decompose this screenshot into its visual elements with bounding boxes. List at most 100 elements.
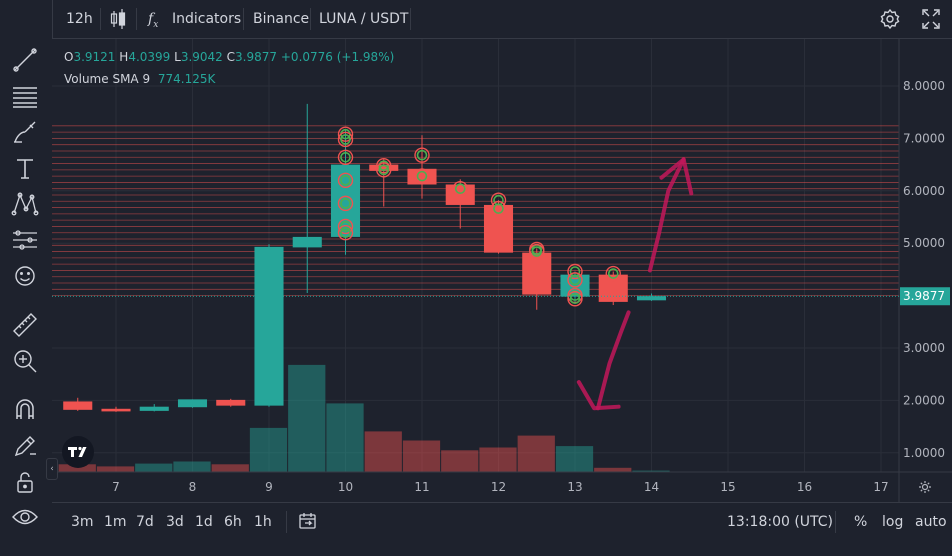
volume-sma-value: 774.125K (157, 72, 216, 86)
candle-body (254, 246, 284, 406)
price-tick-label: 1.0000 (903, 446, 945, 460)
time-tick-label: 16 (797, 480, 812, 494)
candles-icon[interactable] (108, 0, 128, 38)
signal-marker-inner (340, 198, 351, 209)
range-1d-button[interactable]: 1d (195, 514, 213, 530)
range-6h-button[interactable]: 6h (224, 514, 242, 530)
collapse-toolbar-button[interactable]: ‹ (46, 458, 58, 480)
signal-markers (337, 126, 621, 307)
exchange-label[interactable]: Binance (253, 11, 310, 27)
price-tick-label: 7.0000 (903, 131, 945, 145)
signal-marker-inner (340, 221, 351, 232)
price-chart[interactable]: 8.0000 7.0000 6.0000 5.0000 3.0000 2.0000 1.00… (52, 39, 952, 502)
text-tool-icon[interactable] (10, 153, 40, 183)
ohlc-legend: O3.9121 H4.0399 L3.9042 C3.9877 +0.0776 … (64, 50, 394, 64)
volume-bar (555, 446, 594, 472)
interval-button[interactable]: 12h (66, 11, 93, 27)
signal-marker-outer (337, 131, 354, 148)
brush-tool-icon[interactable] (10, 117, 40, 147)
signal-marker-inner (531, 246, 543, 257)
signal-marker-inner (454, 183, 466, 195)
axis-settings-icon[interactable] (919, 481, 931, 493)
trend-line-tool-icon[interactable] (10, 45, 40, 75)
signal-marker-inner (416, 170, 428, 182)
candle-body (636, 296, 667, 301)
tradingview-logo[interactable] (62, 436, 94, 468)
magnet-icon[interactable] (10, 395, 40, 425)
eye-icon[interactable] (10, 502, 40, 532)
indicators-button[interactable]: Indicators (172, 11, 242, 27)
divider (835, 511, 836, 533)
time-axis[interactable]: 7 8 9 10 11 12 13 14 15 16 17 (112, 480, 888, 494)
volume-bar (173, 461, 211, 472)
signal-marker-outer (337, 126, 354, 142)
candle-body (445, 184, 475, 205)
signal-marker-inner (569, 293, 581, 305)
drawing-toolbar (0, 0, 53, 540)
lock-icon[interactable] (10, 467, 40, 497)
top-toolbar: 12h fx Indicators Binance LUNA / USDT (0, 0, 952, 39)
divider (100, 8, 101, 30)
signal-marker-outer (376, 157, 392, 174)
time-tick-label: 17 (873, 480, 888, 494)
close-value: 3.9877 (235, 50, 278, 64)
time-tick-label: 11 (414, 480, 429, 494)
price-tick-label: 2.0000 (903, 393, 945, 407)
signal-marker-outer (567, 272, 583, 288)
range-3d-button[interactable]: 3d (166, 514, 184, 530)
fib-lines-tool-icon[interactable] (10, 81, 40, 111)
volume-bar (326, 403, 364, 472)
signal-marker-inner (340, 134, 351, 145)
arrow-up-annotation (647, 157, 686, 273)
percent-toggle[interactable]: % (854, 514, 868, 530)
symbol-label[interactable]: LUNA / USDT (319, 11, 409, 27)
signal-marker-inner (378, 160, 390, 171)
range-3m-button[interactable]: 3m (71, 514, 94, 530)
prediction-tool-icon[interactable] (10, 225, 40, 255)
utc-time-label[interactable]: 13:18:00 (UTC) (727, 514, 834, 530)
range-1m-button[interactable]: 1m (104, 514, 127, 530)
ruler-tool-icon[interactable] (10, 310, 40, 340)
auto-toggle[interactable]: auto (915, 514, 947, 530)
candlesticks (63, 103, 667, 412)
arrow-down-arrowhead (576, 380, 621, 411)
volume-bar (479, 447, 517, 472)
time-tick-label: 7 (112, 480, 120, 494)
signal-marker-inner (416, 149, 428, 161)
divider (410, 8, 411, 30)
log-toggle[interactable]: log (882, 514, 904, 530)
signal-marker-outer (605, 265, 621, 282)
signal-marker-outer (376, 162, 392, 178)
signal-marker-outer (337, 149, 354, 165)
open-label: O (64, 50, 74, 64)
time-tick-label: 10 (338, 480, 353, 494)
volume-bar (441, 450, 479, 472)
signal-marker-inner (378, 164, 390, 176)
candle-body (216, 399, 246, 406)
volume-bar (594, 467, 632, 472)
signal-marker-outer (529, 243, 545, 260)
volume-bar (58, 464, 96, 472)
volume-bar (96, 466, 135, 472)
emoji-tool-icon[interactable] (10, 261, 40, 291)
range-1h-button[interactable]: 1h (254, 514, 272, 530)
price-axis[interactable]: 8.0000 7.0000 6.0000 5.0000 3.0000 2.0000 1.00… (903, 79, 945, 460)
candle-body (369, 164, 399, 171)
settings-gear-icon[interactable] (878, 0, 902, 38)
drawing-mode-pencil-icon[interactable] (10, 431, 40, 461)
range-7d-button[interactable]: 7d (136, 514, 154, 530)
time-tick-label: 8 (189, 480, 197, 494)
low-label: L (174, 50, 181, 64)
candle-body (483, 204, 514, 253)
price-tick-label: 8.0000 (903, 79, 945, 93)
fullscreen-icon[interactable] (920, 0, 942, 38)
pattern-tool-icon[interactable] (10, 189, 40, 219)
divider (243, 8, 244, 30)
zoom-in-icon[interactable] (10, 346, 40, 376)
time-tick-label: 9 (265, 480, 273, 494)
signal-marker-inner (340, 151, 351, 163)
indicators-icon[interactable]: fx (148, 11, 159, 30)
price-tick-label: 3.0000 (903, 341, 945, 355)
last-price-value: 3.9877 (903, 289, 945, 303)
goto-date-icon[interactable] (298, 503, 318, 541)
